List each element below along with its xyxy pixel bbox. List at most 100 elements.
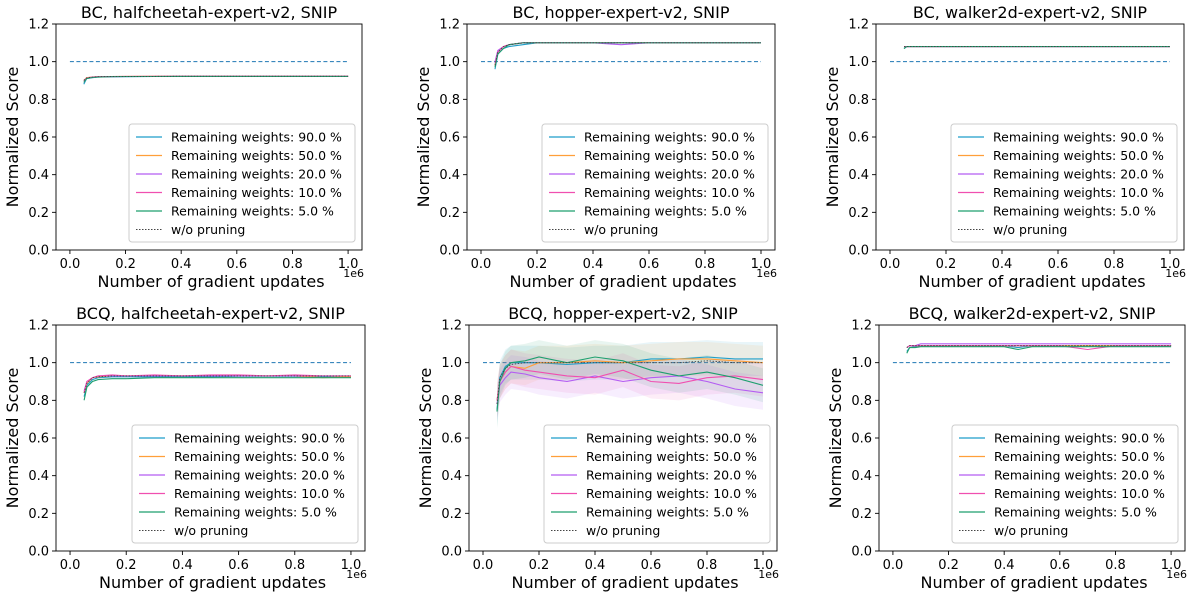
legend-label: Remaining weights: 50.0 % xyxy=(584,148,755,163)
x-tick-label: 0.8 xyxy=(695,257,716,272)
chart-title: BC, walker2d-expert-v2, SNIP xyxy=(913,3,1147,22)
legend: Remaining weights: 90.0 % Remaining weigh… xyxy=(131,424,359,544)
y-tick-label: 0.4 xyxy=(441,469,462,484)
y-tick-label: 0.6 xyxy=(439,131,460,146)
x-offset-label: 1e6 xyxy=(758,568,779,581)
legend-label: w/o pruning xyxy=(994,523,1068,538)
y-tick-label: 1.2 xyxy=(848,18,869,33)
series-line xyxy=(906,343,1172,349)
series-line xyxy=(494,42,761,64)
subplot-1: BC, halfcheetah-expert-v2, SNIP 0.0 0.2 0.4… xyxy=(3,3,364,291)
series-line xyxy=(83,375,351,393)
y-tick-label: 1.0 xyxy=(441,356,462,371)
legend-label: Remaining weights: 50.0 % xyxy=(994,449,1165,464)
legend-label: w/o pruning xyxy=(993,222,1067,237)
y-tick-label: 0.8 xyxy=(439,93,460,108)
y-tick-label: 1.0 xyxy=(851,356,872,371)
legend: Remaining weights: 90.0 % Remaining weigh… xyxy=(541,123,769,243)
x-tick-label: 0.6 xyxy=(1048,257,1069,272)
x-axis-label: Number of gradient updates xyxy=(920,573,1147,592)
x-tick-label: 0.0 xyxy=(60,558,81,573)
chart-title: BC, halfcheetah-expert-v2, SNIP xyxy=(81,3,338,22)
chart-title: BC, hopper-expert-v2, SNIP xyxy=(513,3,730,22)
x-tick-label: 0.2 xyxy=(115,257,136,272)
legend-label: Remaining weights: 50.0 % xyxy=(586,449,757,464)
legend-label: Remaining weights: 5.0 % xyxy=(994,505,1157,520)
y-tick-label: 0.2 xyxy=(441,507,462,522)
legend-label: Remaining weights: 5.0 % xyxy=(584,204,747,219)
legend-label: w/o pruning xyxy=(586,523,660,538)
x-axis-label: Number of gradient updates xyxy=(99,573,326,592)
x-tick-label: 0.2 xyxy=(527,257,548,272)
legend-label: Remaining weights: 5.0 % xyxy=(174,505,337,520)
x-tick-label: 0.8 xyxy=(697,558,718,573)
legend-label: Remaining weights: 50.0 % xyxy=(171,148,342,163)
series-line xyxy=(496,356,764,412)
legend-box xyxy=(131,424,359,544)
y-tick-label: 0.4 xyxy=(439,168,460,183)
subplot-3: BC, walker2d-expert-v2, SNIP 0.0 0.2 0.4 0.6… xyxy=(823,3,1186,291)
legend-label: Remaining weights: 20.0 % xyxy=(993,167,1164,182)
series-line xyxy=(83,75,349,81)
legend-label: Remaining weights: 20.0 % xyxy=(584,167,755,182)
y-tick-label: 0.8 xyxy=(851,394,872,409)
x-tick-label: 0.6 xyxy=(228,558,249,573)
y-tick-label: 0.0 xyxy=(851,545,872,560)
legend-label: Remaining weights: 20.0 % xyxy=(174,468,345,483)
x-tick-label: 0.0 xyxy=(473,558,494,573)
legend: Remaining weights: 90.0 % Remaining weigh… xyxy=(950,123,1178,243)
legend-label: Remaining weights: 10.0 % xyxy=(586,486,757,501)
series-line xyxy=(494,42,761,68)
x-tick-label: 0.8 xyxy=(1104,257,1125,272)
y-tick-label: 0.8 xyxy=(28,93,49,108)
legend-label: w/o pruning xyxy=(171,222,245,237)
y-tick-label: 1.2 xyxy=(851,319,872,334)
legend-label: Remaining weights: 10.0 % xyxy=(584,185,755,200)
x-tick-label: 0.4 xyxy=(992,257,1013,272)
x-axis-label: Number of gradient updates xyxy=(509,272,736,291)
y-tick-label: 0.4 xyxy=(848,168,869,183)
x-tick-label: 0.4 xyxy=(585,558,606,573)
y-tick-label: 1.0 xyxy=(848,55,869,70)
y-axis-label: Normalized Score xyxy=(3,67,22,208)
x-offset-label: 1e6 xyxy=(756,267,777,280)
y-tick-label: 0.0 xyxy=(28,545,49,560)
legend-label: Remaining weights: 90.0 % xyxy=(993,130,1164,145)
y-tick-label: 0.6 xyxy=(441,432,462,447)
x-offset-label: 1e6 xyxy=(1166,568,1187,581)
legend-label: Remaining weights: 50.0 % xyxy=(993,148,1164,163)
y-tick-label: 0.6 xyxy=(28,432,49,447)
y-tick-label: 0.2 xyxy=(848,206,869,221)
legend-label: w/o pruning xyxy=(584,222,658,237)
y-tick-label: 0.8 xyxy=(441,394,462,409)
legend-label: Remaining weights: 50.0 % xyxy=(174,449,345,464)
x-axis-label: Number of gradient updates xyxy=(97,272,324,291)
x-offset-label: 1e6 xyxy=(346,568,367,581)
x-offset-label: 1e6 xyxy=(1165,267,1186,280)
legend-label: Remaining weights: 90.0 % xyxy=(994,431,1165,446)
legend-box xyxy=(950,123,1178,243)
x-tick-label: 1.0 xyxy=(341,558,362,573)
x-tick-label: 0.6 xyxy=(639,257,660,272)
y-tick-label: 0.0 xyxy=(848,244,869,259)
x-tick-label: 0.4 xyxy=(172,558,193,573)
legend-label: Remaining weights: 10.0 % xyxy=(993,185,1164,200)
y-axis-label: Normalized Score xyxy=(826,368,845,509)
chart-title: BCQ, halfcheetah-expert-v2, SNIP xyxy=(76,304,345,323)
legend-box xyxy=(951,424,1179,544)
y-axis-label: Normalized Score xyxy=(823,67,842,208)
x-tick-label: 0.6 xyxy=(1049,558,1070,573)
subplot-6: BCQ, walker2d-expert-v2, SNIP 0.0 0.2 0.4 0.… xyxy=(826,304,1187,592)
subplot-2: BC, hopper-expert-v2, SNIP 0.0 0.2 0.4 0.6 0.… xyxy=(414,3,777,291)
legend-label: Remaining weights: 20.0 % xyxy=(586,468,757,483)
confidence-band xyxy=(497,355,763,422)
x-tick-label: 0.2 xyxy=(938,558,959,573)
series-line xyxy=(494,42,761,62)
legend-label: Remaining weights: 5.0 % xyxy=(993,204,1156,219)
y-tick-label: 0.4 xyxy=(28,168,49,183)
legend-label: w/o pruning xyxy=(174,523,248,538)
series-line xyxy=(83,377,351,401)
confidence-band xyxy=(497,341,763,418)
x-tick-label: 0.8 xyxy=(284,558,305,573)
